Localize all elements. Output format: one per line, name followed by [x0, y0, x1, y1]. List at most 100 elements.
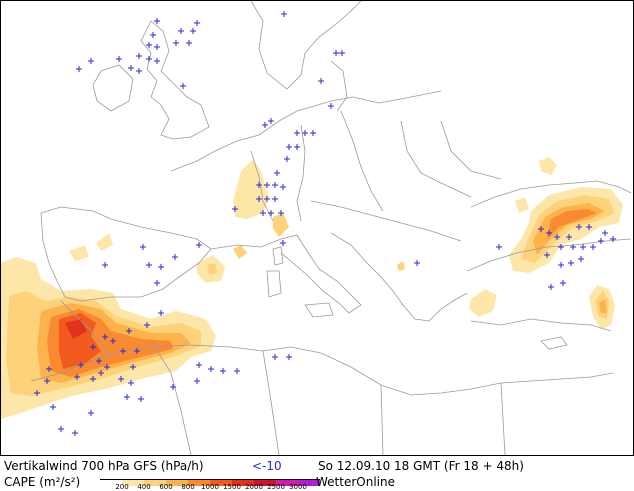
- plus-marker: [154, 18, 160, 24]
- plus-marker: [90, 376, 96, 382]
- plus-marker: [260, 210, 266, 216]
- scale-swatch: [254, 479, 276, 486]
- plus-marker: [262, 122, 268, 128]
- scale-tick-label: 200: [115, 483, 129, 491]
- plus-marker: [196, 362, 202, 368]
- scale-tick-label: 600: [159, 483, 173, 491]
- plus-marker: [339, 50, 345, 56]
- vertical-wind-markers: [34, 11, 616, 436]
- plus-marker: [302, 130, 308, 136]
- plus-marker: [558, 262, 564, 268]
- scale-swatch: [188, 479, 210, 486]
- plus-marker: [414, 260, 420, 266]
- plus-marker: [34, 390, 40, 396]
- scale-tick-label: 1500: [223, 483, 241, 491]
- scale-tick-label: 2500: [267, 483, 285, 491]
- plus-marker: [158, 264, 164, 270]
- plus-marker: [194, 20, 200, 26]
- plus-marker: [544, 252, 550, 258]
- plus-marker: [44, 378, 50, 384]
- coastlines: [30, 1, 632, 455]
- forecast-datetime: So 12.09.10 18 GMT (Fr 18 + 48h): [318, 459, 524, 473]
- plus-marker: [102, 262, 108, 268]
- plus-marker: [220, 368, 226, 374]
- scale-swatch: [166, 479, 188, 486]
- plus-marker: [333, 50, 339, 56]
- scale-swatch: [100, 479, 122, 486]
- cape-field: [1, 157, 623, 419]
- plus-marker: [88, 58, 94, 64]
- legend-footer: Vertikalwind 700 hPa GFS (hPa/h) <-10 So…: [0, 456, 634, 491]
- plus-marker: [172, 254, 178, 260]
- plus-marker: [74, 374, 80, 380]
- plus-marker: [126, 328, 132, 334]
- plus-marker: [586, 224, 592, 230]
- plus-marker: [610, 236, 616, 242]
- plus-marker: [580, 244, 586, 250]
- plus-marker: [98, 370, 104, 376]
- plus-marker: [180, 83, 186, 89]
- plus-marker: [268, 118, 274, 124]
- plus-marker: [78, 362, 84, 368]
- plus-marker: [568, 260, 574, 266]
- plus-marker: [196, 242, 202, 248]
- scale-swatch: [210, 479, 232, 486]
- plus-marker: [268, 210, 274, 216]
- plus-marker: [286, 144, 292, 150]
- plus-marker: [310, 130, 316, 136]
- plus-marker: [120, 348, 126, 354]
- plus-marker: [602, 230, 608, 236]
- plus-marker: [256, 182, 262, 188]
- scale-tick-label: 2000: [245, 483, 263, 491]
- plus-marker: [134, 348, 140, 354]
- plus-marker: [124, 394, 130, 400]
- plus-marker: [256, 196, 262, 202]
- plus-marker: [280, 184, 286, 190]
- plus-marker: [570, 244, 576, 250]
- plus-marker: [96, 358, 102, 364]
- plus-marker: [232, 206, 238, 212]
- plus-marker: [208, 366, 214, 372]
- weather-map: [0, 0, 634, 456]
- plus-marker: [318, 78, 324, 84]
- plus-marker: [272, 182, 278, 188]
- plus-marker: [76, 66, 82, 72]
- plus-marker: [284, 156, 290, 162]
- scale-swatch: [232, 479, 254, 486]
- map-canvas: [1, 1, 632, 455]
- plus-marker: [104, 364, 110, 370]
- plus-marker: [538, 226, 544, 232]
- plus-marker: [328, 103, 334, 109]
- plus-marker: [116, 56, 122, 62]
- plus-marker: [110, 338, 116, 344]
- plus-marker: [154, 280, 160, 286]
- plus-marker: [194, 378, 200, 384]
- scale-tick-label: 1000: [201, 483, 219, 491]
- plus-marker: [46, 366, 52, 372]
- scale-swatch: [144, 479, 166, 486]
- plus-marker: [186, 40, 192, 46]
- map-title: Vertikalwind 700 hPa GFS (hPa/h): [4, 459, 204, 473]
- plus-marker: [90, 344, 96, 350]
- plus-marker: [496, 244, 502, 250]
- plus-marker: [150, 32, 156, 38]
- plus-marker: [598, 238, 604, 244]
- plus-marker: [566, 234, 572, 240]
- plus-marker: [128, 380, 134, 386]
- plus-marker: [154, 44, 160, 50]
- plus-marker: [578, 256, 584, 262]
- plus-marker: [178, 28, 184, 34]
- plus-marker: [546, 230, 552, 236]
- plus-marker: [190, 28, 196, 34]
- plus-marker: [138, 396, 144, 402]
- plus-marker: [102, 334, 108, 340]
- plus-marker: [136, 53, 142, 59]
- plus-marker: [170, 384, 176, 390]
- plus-marker: [234, 368, 240, 374]
- plus-marker: [118, 376, 124, 382]
- plus-marker: [278, 210, 284, 216]
- plus-marker: [50, 404, 56, 410]
- plus-marker: [158, 310, 164, 316]
- plus-marker: [146, 42, 152, 48]
- plus-marker: [88, 410, 94, 416]
